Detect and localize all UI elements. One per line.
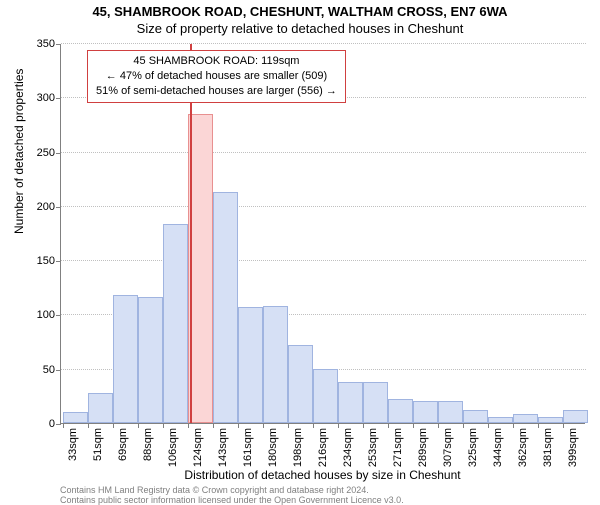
- x-tick-label: 124sqm: [192, 428, 204, 467]
- y-tick: [56, 424, 61, 425]
- y-tick: [56, 98, 61, 99]
- info-box-line: ← 47% of detached houses are smaller (50…: [96, 69, 337, 84]
- x-tick: [338, 423, 339, 428]
- histogram-bar: [88, 393, 113, 423]
- y-tick-label: 50: [25, 364, 55, 376]
- footer-copyright-2: Contains public sector information licen…: [60, 495, 404, 505]
- x-tick: [563, 423, 564, 428]
- x-tick: [388, 423, 389, 428]
- x-tick: [463, 423, 464, 428]
- histogram-bar: [138, 297, 163, 423]
- histogram-bar: [113, 295, 138, 423]
- x-tick-label: 381sqm: [542, 428, 554, 467]
- histogram-bar: [538, 417, 563, 424]
- histogram-bar: [463, 410, 488, 423]
- x-tick: [313, 423, 314, 428]
- x-tick: [488, 423, 489, 428]
- y-tick: [56, 261, 61, 262]
- histogram-bar: [488, 417, 513, 424]
- histogram-bar: [388, 399, 413, 423]
- x-tick-label: 234sqm: [342, 428, 354, 467]
- x-tick-label: 180sqm: [267, 428, 279, 467]
- x-tick-label: 143sqm: [217, 428, 229, 467]
- x-tick: [288, 423, 289, 428]
- x-tick-label: 253sqm: [367, 428, 379, 467]
- histogram-bar: [513, 414, 538, 423]
- info-box: 45 SHAMBROOK ROAD: 119sqm← 47% of detach…: [87, 50, 346, 103]
- y-tick-label: 200: [25, 201, 55, 213]
- gridline: [61, 260, 586, 261]
- x-tick-label: 51sqm: [92, 428, 104, 461]
- x-tick-label: 161sqm: [242, 428, 254, 467]
- x-tick-label: 69sqm: [117, 428, 129, 461]
- x-tick-label: 216sqm: [317, 428, 329, 467]
- x-tick-label: 271sqm: [392, 428, 404, 467]
- x-tick: [513, 423, 514, 428]
- histogram-bar: [363, 382, 388, 423]
- x-tick: [538, 423, 539, 428]
- histogram-bar: [413, 401, 438, 423]
- x-tick-label: 307sqm: [442, 428, 454, 467]
- y-tick-label: 300: [25, 92, 55, 104]
- histogram-bar: [563, 410, 588, 423]
- y-tick-label: 350: [25, 38, 55, 50]
- x-tick: [238, 423, 239, 428]
- footer-copyright-1: Contains HM Land Registry data © Crown c…: [60, 485, 369, 495]
- plot-area: 05010015020025030035033sqm51sqm69sqm88sq…: [60, 44, 585, 424]
- y-tick-label: 150: [25, 255, 55, 267]
- x-tick: [263, 423, 264, 428]
- x-tick-label: 289sqm: [417, 428, 429, 467]
- histogram-bar: [163, 224, 188, 423]
- histogram-chart: 05010015020025030035033sqm51sqm69sqm88sq…: [60, 44, 585, 424]
- y-tick-label: 100: [25, 309, 55, 321]
- gridline: [61, 152, 586, 153]
- x-tick: [63, 423, 64, 428]
- page-subtitle: Size of property relative to detached ho…: [0, 19, 600, 36]
- x-tick-label: 362sqm: [517, 428, 529, 467]
- x-tick: [363, 423, 364, 428]
- histogram-bar: [438, 401, 463, 423]
- x-tick: [138, 423, 139, 428]
- y-axis-label: Number of detached properties: [12, 69, 26, 234]
- histogram-bar: [313, 369, 338, 423]
- x-tick-label: 325sqm: [467, 428, 479, 467]
- histogram-bar: [63, 412, 88, 423]
- x-axis-label: Distribution of detached houses by size …: [60, 468, 585, 482]
- y-tick: [56, 44, 61, 45]
- y-tick-label: 250: [25, 147, 55, 159]
- histogram-bar: [238, 307, 263, 423]
- x-tick: [413, 423, 414, 428]
- x-tick: [88, 423, 89, 428]
- x-tick-label: 399sqm: [567, 428, 579, 467]
- gridline: [61, 206, 586, 207]
- gridline: [61, 43, 586, 44]
- x-tick-label: 344sqm: [492, 428, 504, 467]
- info-box-line: 51% of semi-detached houses are larger (…: [96, 84, 337, 99]
- y-tick: [56, 315, 61, 316]
- histogram-bar: [338, 382, 363, 423]
- y-tick: [56, 207, 61, 208]
- y-tick: [56, 370, 61, 371]
- x-tick-label: 198sqm: [292, 428, 304, 467]
- info-box-line: 45 SHAMBROOK ROAD: 119sqm: [96, 54, 337, 69]
- x-tick: [113, 423, 114, 428]
- x-tick-label: 106sqm: [167, 428, 179, 467]
- x-tick: [438, 423, 439, 428]
- x-tick-label: 33sqm: [67, 428, 79, 461]
- histogram-bar: [263, 306, 288, 423]
- histogram-bar: [213, 192, 238, 423]
- x-tick: [213, 423, 214, 428]
- y-tick-label: 0: [25, 418, 55, 430]
- page-title: 45, SHAMBROOK ROAD, CHESHUNT, WALTHAM CR…: [0, 0, 600, 19]
- x-tick-label: 88sqm: [142, 428, 154, 461]
- y-tick: [56, 153, 61, 154]
- x-tick: [188, 423, 189, 428]
- x-tick: [163, 423, 164, 428]
- histogram-bar: [288, 345, 313, 423]
